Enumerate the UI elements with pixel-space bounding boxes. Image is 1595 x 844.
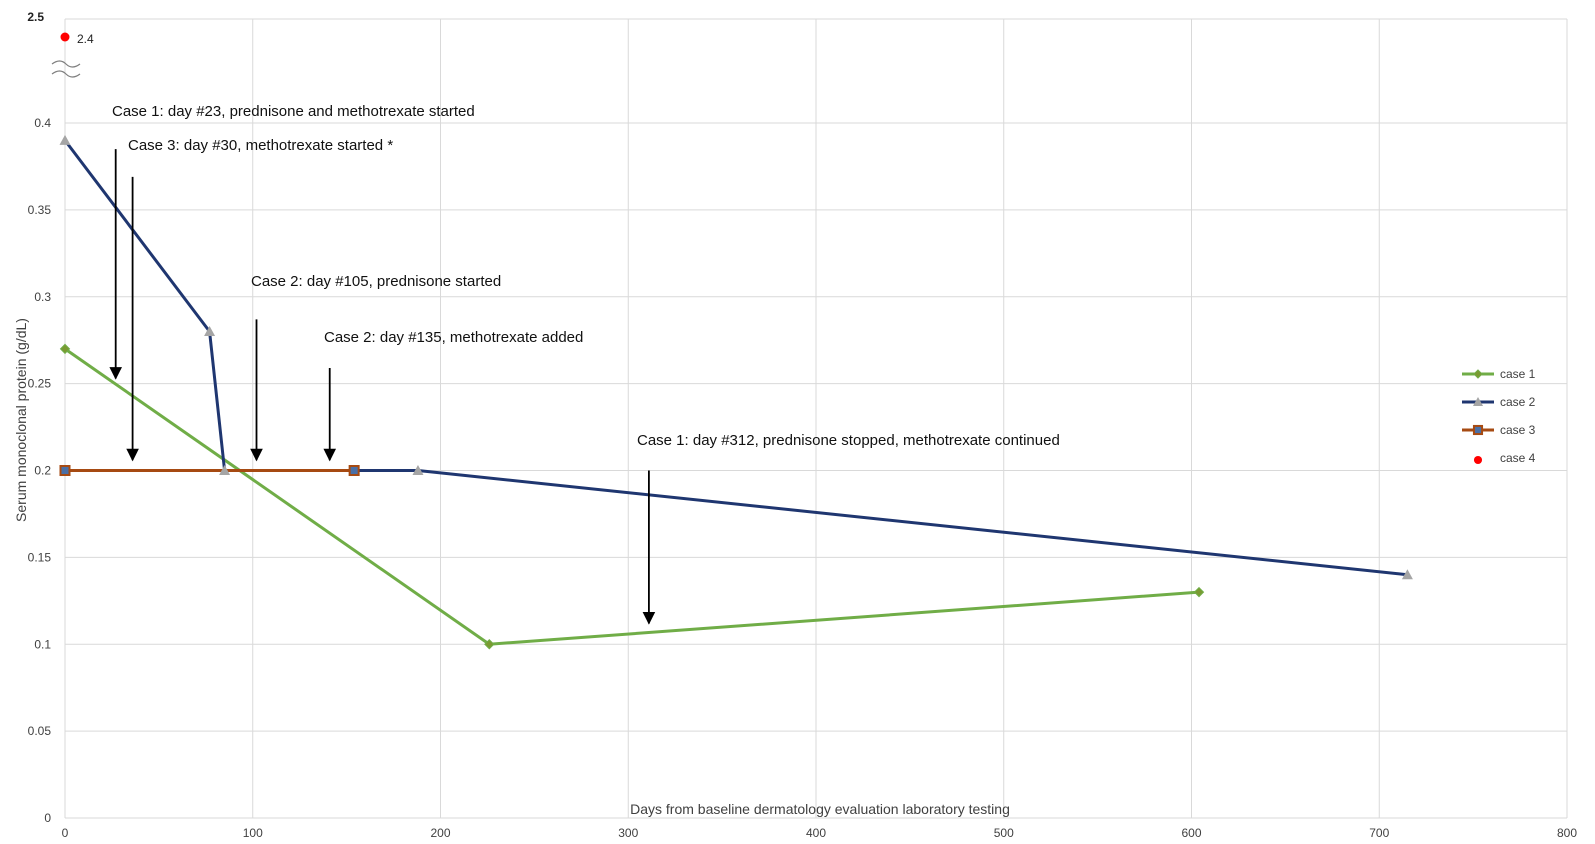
legend-marker — [1472, 424, 1484, 436]
y-tick-label: 0.3 — [34, 290, 51, 304]
annotations: Case 1: day #23, prednisone and methotre… — [109, 103, 1060, 625]
x-axis-title: Days from baseline dermatology evaluatio… — [630, 801, 1010, 817]
data-label-case-4: 2.4 — [77, 32, 94, 46]
data-point-case-3 — [59, 465, 71, 476]
tick-labels: 0 0.05 0.1 0.15 0.2 0.25 0.3 0.35 0.4 0 100 200 300 4… — [28, 116, 1578, 840]
y-tick-label: 0.25 — [28, 377, 52, 391]
series-line-case-2 — [63, 139, 1408, 577]
x-tick-label: 0 — [62, 826, 69, 840]
legend-entry: case 3 — [1462, 423, 1536, 437]
legend-marker — [1472, 396, 1484, 407]
x-tick-label: 700 — [1369, 826, 1389, 840]
annotation-text: Case 3: day #30, methotrexate started * — [128, 137, 393, 154]
data-point-case-2 — [59, 134, 71, 145]
data-point-case-4 — [60, 32, 70, 42]
y-tick-label: 0.2 — [34, 464, 51, 478]
legend-entry: case 4 — [1473, 451, 1536, 465]
y-tick-label: 0.35 — [28, 203, 52, 217]
legend-entry: case 1 — [1462, 367, 1536, 381]
gridlines — [51, 18, 1568, 819]
data-point-case-2 — [412, 465, 424, 475]
series-markers: 2.4 — [59, 32, 1413, 650]
data-point-case-1 — [59, 343, 71, 355]
data-point-case-2 — [204, 326, 216, 336]
series-lines — [63, 139, 1408, 646]
y-tick-label: 0 — [44, 811, 51, 825]
x-tick-label: 800 — [1557, 826, 1577, 840]
legend-label: case 2 — [1500, 395, 1536, 409]
data-point-case-3 — [348, 465, 360, 476]
legend: case 1 case 2 case 3 case 4 — [1462, 367, 1536, 465]
legend-label: case 4 — [1500, 451, 1536, 465]
x-tick-label: 500 — [994, 826, 1014, 840]
legend-label: case 1 — [1500, 367, 1536, 381]
data-point-case-1 — [1193, 586, 1205, 598]
x-tick-label: 600 — [1181, 826, 1201, 840]
data-point-case-1 — [484, 639, 495, 650]
y-axis-title: Serum monoclonal protein (g/dL) — [13, 318, 29, 522]
x-tick-label: 300 — [618, 826, 638, 840]
y-tick-label: 0.05 — [28, 724, 52, 738]
annotation-text: Case 1: day #23, prednisone and methotre… — [112, 103, 475, 120]
axis-break-mark — [51, 60, 81, 78]
x-tick-label: 100 — [243, 826, 263, 840]
x-tick-label: 200 — [430, 826, 450, 840]
data-point-case-2 — [1401, 569, 1413, 580]
y-tick-label: 0.1 — [34, 637, 51, 651]
annotation-text: Case 2: day #135, methotrexate added — [324, 329, 583, 346]
data-point-case-2 — [219, 465, 231, 475]
legend-entry: case 2 — [1462, 395, 1536, 409]
y-tick-label: 0.15 — [28, 550, 52, 564]
annotation-text: Case 1: day #312, prednisone stopped, me… — [637, 432, 1060, 449]
x-tick-label: 400 — [806, 826, 826, 840]
y-tick-label: 0.4 — [34, 116, 51, 130]
legend-label: case 3 — [1500, 423, 1536, 437]
y-break-tick-label: 2.5 — [27, 10, 44, 24]
series-line-case-1 — [64, 347, 1200, 646]
legend-marker — [1473, 369, 1483, 379]
annotation-text: Case 2: day #105, prednisone started — [251, 273, 501, 290]
legend-marker — [1473, 455, 1483, 465]
